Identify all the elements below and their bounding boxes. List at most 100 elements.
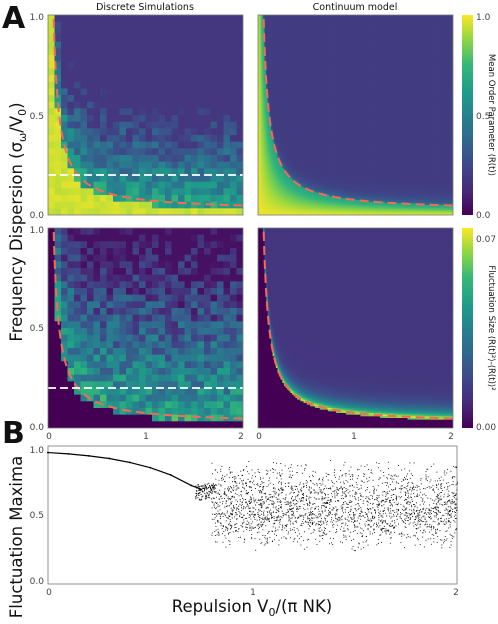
continuum-order-cell	[349, 48, 352, 51]
continuum-order-cell	[360, 43, 363, 46]
discrete-order-cell	[106, 188, 114, 196]
discrete-order-cell	[204, 48, 211, 56]
discrete-order-cell	[184, 115, 192, 123]
continuum-order-cell	[287, 36, 290, 39]
continuum-order-cell	[420, 25, 423, 28]
discrete-order-cell	[139, 195, 146, 203]
continuum-order-cell	[258, 31, 261, 34]
continuum-order-cell	[365, 25, 368, 28]
discrete-order-cell	[61, 21, 68, 29]
continuum-order-cell	[415, 16, 418, 19]
discrete-order-cell	[132, 21, 140, 29]
continuum-order-cell	[386, 45, 389, 48]
continuum-order-cell	[425, 40, 428, 43]
continuum-order-cell	[418, 63, 421, 66]
continuum-order-cell	[321, 16, 324, 19]
continuum-order-cell	[375, 20, 378, 23]
discrete-order-cell	[67, 108, 75, 116]
discrete-order-cell	[217, 148, 224, 156]
continuum-order-cell	[303, 25, 306, 28]
discrete-order-cell	[61, 15, 68, 23]
continuum-order-cell	[373, 45, 376, 48]
discrete-order-cell	[80, 208, 88, 215]
continuum-order-cell	[362, 66, 365, 69]
continuum-order-cell	[308, 63, 311, 66]
continuum-order-cell	[282, 50, 285, 53]
continuum-order-cell	[362, 70, 365, 73]
continuum-order-cell	[401, 68, 404, 71]
continuum-order-cell	[342, 35, 345, 38]
continuum-order-cell	[431, 61, 434, 64]
continuum-order-cell	[381, 60, 384, 63]
continuum-order-cell	[310, 50, 313, 53]
continuum-order-cell	[397, 23, 400, 26]
continuum-order-cell	[362, 40, 365, 43]
continuum-order-cell	[324, 68, 327, 71]
continuum-order-cell	[365, 26, 368, 29]
continuum-order-cell	[404, 18, 407, 21]
discrete-order-cell	[236, 168, 243, 176]
continuum-order-cell	[389, 60, 392, 63]
discrete-order-cell	[113, 121, 120, 129]
continuum-order-cell	[329, 63, 332, 66]
continuum-order-cell	[272, 33, 275, 36]
discrete-order-cell	[119, 75, 127, 83]
continuum-order-cell	[371, 53, 374, 56]
continuum-order-cell	[427, 35, 430, 38]
continuum-order-cell	[321, 25, 324, 28]
discrete-order-cell	[197, 48, 205, 56]
continuum-order-cell	[324, 50, 327, 53]
continuum-order-cell	[435, 21, 438, 24]
discrete-order-cell	[197, 141, 205, 149]
discrete-order-cell	[139, 161, 146, 169]
discrete-order-cell	[48, 135, 55, 143]
continuum-order-cell	[365, 60, 368, 63]
discrete-order-cell	[67, 208, 75, 215]
continuum-order-cell	[288, 61, 291, 64]
continuum-order-cell	[436, 38, 439, 41]
continuum-order-cell	[332, 31, 335, 34]
continuum-order-cell	[353, 58, 356, 61]
discrete-order-cell	[197, 128, 205, 136]
continuum-order-cell	[435, 31, 438, 34]
continuum-order-cell	[331, 40, 334, 43]
continuum-order-cell	[443, 53, 446, 56]
continuum-order-cell	[324, 46, 327, 49]
continuum-order-cell	[323, 40, 326, 43]
continuum-order-cell	[410, 70, 413, 73]
continuum-order-cell	[329, 65, 332, 68]
continuum-order-cell	[342, 31, 345, 34]
continuum-order-cell	[362, 33, 365, 36]
continuum-order-cell	[272, 38, 275, 41]
continuum-order-cell	[345, 18, 348, 21]
continuum-order-cell	[427, 63, 430, 66]
continuum-order-cell	[430, 31, 433, 34]
discrete-order-cell	[54, 28, 62, 36]
discrete-order-cell	[178, 168, 185, 176]
discrete-order-cell	[132, 55, 140, 63]
continuum-order-cell	[261, 50, 264, 53]
continuum-order-cell	[318, 20, 321, 23]
continuum-order-cell	[362, 16, 365, 19]
continuum-order-cell	[407, 68, 410, 71]
continuum-order-cell	[379, 20, 382, 23]
continuum-order-cell	[428, 46, 431, 49]
continuum-order-cell	[376, 28, 379, 31]
discrete-order-cell	[119, 115, 127, 123]
continuum-order-cell	[267, 46, 270, 49]
continuum-order-cell	[440, 58, 443, 61]
continuum-order-cell	[449, 26, 452, 29]
continuum-order-cell	[357, 68, 360, 71]
continuum-order-cell	[297, 35, 300, 38]
continuum-order-cell	[331, 66, 334, 69]
continuum-order-cell	[409, 50, 412, 53]
continuum-order-cell	[388, 21, 391, 24]
continuum-order-cell	[381, 21, 384, 24]
continuum-order-cell	[412, 53, 415, 56]
continuum-order-cell	[292, 65, 295, 68]
continuum-order-cell	[269, 48, 272, 51]
continuum-order-cell	[269, 26, 272, 29]
continuum-order-cell	[383, 15, 386, 18]
discrete-order-cell	[223, 48, 231, 56]
continuum-order-cell	[345, 35, 348, 38]
